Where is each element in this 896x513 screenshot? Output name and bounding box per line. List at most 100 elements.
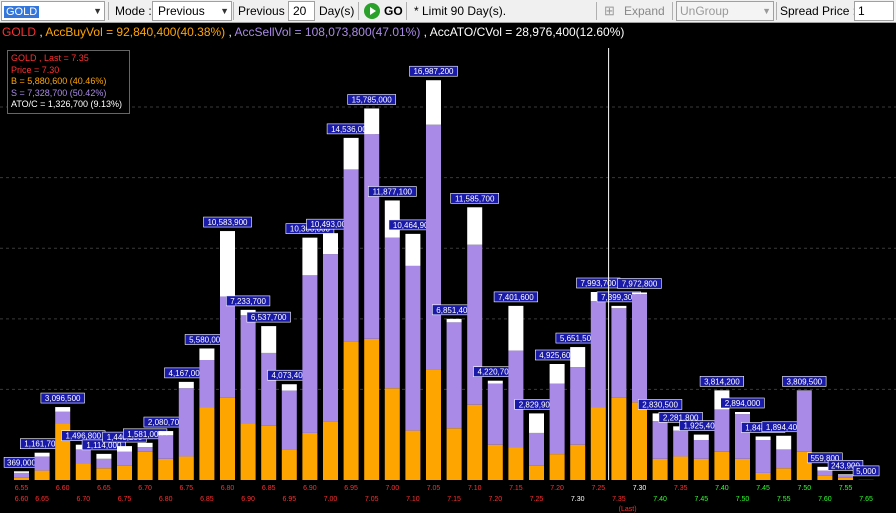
bar-value-label: 7,401,600 [498, 293, 534, 302]
bar-value-label: 10,464,900 [393, 221, 434, 230]
bar-value-label: 2,829,900 [519, 400, 555, 409]
bar-value-label: 3,809,500 [787, 377, 823, 386]
bar-atoc [611, 305, 627, 309]
bar-value-label: 1,114,000 [86, 441, 122, 450]
price-tick-label: 6.65 [35, 496, 49, 503]
bar-value-label: 369,000 [7, 458, 36, 467]
bar-value-box [699, 376, 744, 387]
last-price-label: (Last) [619, 506, 637, 513]
summary-line: GOLD , AccBuyVol = 92,840,400(40.38%) , … [0, 23, 896, 42]
bar-atoc [302, 237, 318, 276]
bar-sell [323, 254, 338, 422]
bar-atoc [529, 413, 544, 433]
bar-value-label: 1,894,400 [766, 423, 802, 432]
bar-atoc [364, 108, 380, 135]
bar-sell [611, 308, 627, 398]
bar-buy [14, 477, 29, 480]
bar-atoc [632, 292, 647, 295]
price-tick-label: 7.35 [612, 496, 626, 503]
expand-button[interactable]: Expand [624, 4, 665, 18]
bar-buy [549, 454, 565, 480]
price-tick-label: 6.60 [15, 496, 29, 503]
bar-atoc [178, 381, 194, 389]
bar-sell [632, 294, 647, 403]
bar-sell [240, 315, 256, 424]
price-tick-label: 6.75 [118, 496, 132, 503]
divider [358, 2, 359, 20]
mode-select[interactable]: Previous ▼ [152, 1, 232, 21]
bar-sell [158, 435, 174, 459]
previous-days-value: 20 [293, 4, 307, 18]
group-select[interactable]: UnGroup ▼ [676, 1, 774, 21]
bar-sell [714, 409, 730, 452]
bar-atoc [549, 364, 565, 384]
days-label: Day(s) [319, 4, 355, 18]
bar-value-box [493, 291, 539, 303]
bar-atoc [693, 434, 709, 440]
bar-value-label: 10,493,000 [310, 220, 351, 229]
bar-atoc [405, 233, 421, 266]
bar-buy [426, 369, 441, 480]
bar-buy [529, 465, 544, 480]
bar-sell [446, 322, 462, 429]
acc-ato-c-vol: AccATO/CVol = 28,976,400(12.60%) [429, 25, 625, 39]
bar-value-label: 5,000 [856, 467, 877, 476]
bar-atoc [281, 384, 297, 391]
bar-value-label: 2,894,000 [725, 399, 761, 408]
go-icon[interactable] [364, 3, 380, 19]
price-tick-label: 7.20 [550, 485, 564, 492]
bar-sell [838, 475, 853, 478]
bar-buy [446, 428, 462, 480]
bar-buy [323, 421, 338, 480]
price-tick-label: 7.30 [633, 485, 647, 492]
bar-sell [467, 244, 483, 405]
bar-value-label: 2,080,700 [148, 418, 184, 427]
mode-value: Previous [158, 4, 205, 18]
spread-price-input[interactable]: 1 [854, 1, 894, 21]
price-tick-label: 7.10 [406, 496, 420, 503]
bar-value-label: 4,073,400 [272, 371, 308, 380]
price-tick-label: 6.75 [179, 485, 193, 492]
previous-days-input[interactable]: 20 [288, 1, 315, 21]
bar-value-box [720, 397, 765, 409]
info-atoc: ATO/C = 1,326,700 (9.13%) [11, 99, 122, 109]
bar-sell [529, 432, 544, 466]
bar-sell [796, 390, 812, 452]
bar-value-label: 16,987,200 [413, 67, 454, 76]
bar-atoc [446, 318, 462, 323]
divider [672, 2, 673, 20]
expand-icon: ⊞ [604, 3, 615, 18]
bar-buy [652, 458, 668, 480]
bar-value-label: 2,281,800 [663, 413, 699, 422]
bar-value-label: 11,585,700 [455, 194, 495, 203]
bar-value-label: 11,877,100 [373, 187, 413, 196]
bar-sell [487, 383, 503, 445]
bar-sell [755, 440, 771, 473]
bar-value-box [347, 94, 397, 105]
price-tick-label: 7.45 [694, 496, 708, 503]
bar-buy [735, 458, 750, 480]
symbol-combo[interactable]: GOLD ▼ [1, 1, 105, 21]
bar-sell [364, 134, 380, 339]
bar-buy [611, 397, 627, 480]
bar-atoc [487, 380, 503, 384]
bar-sell [735, 414, 750, 459]
bar-atoc [117, 446, 132, 452]
bar-sell [343, 169, 359, 342]
bar-sell [508, 350, 524, 448]
bar-value-label: 1,925,400 [684, 422, 720, 431]
bar-sell [384, 237, 400, 389]
bar-value-label: 1,161,700 [24, 440, 60, 449]
bar-sell [776, 449, 792, 469]
acc-sell-vol: AccSellVol = 108,073,800(47.01%) [234, 25, 421, 39]
group-value: UnGroup [680, 4, 729, 18]
bar-buy [75, 463, 91, 480]
price-tick-label: 7.15 [509, 485, 523, 492]
go-button[interactable]: GO [384, 4, 403, 18]
bar-value-label: 5,651,500 [560, 334, 596, 343]
bar-sell [652, 421, 668, 459]
bar-buy [343, 341, 359, 480]
bar-sell [34, 456, 50, 471]
bar-value-box [40, 392, 85, 404]
bar-sell [693, 440, 709, 459]
